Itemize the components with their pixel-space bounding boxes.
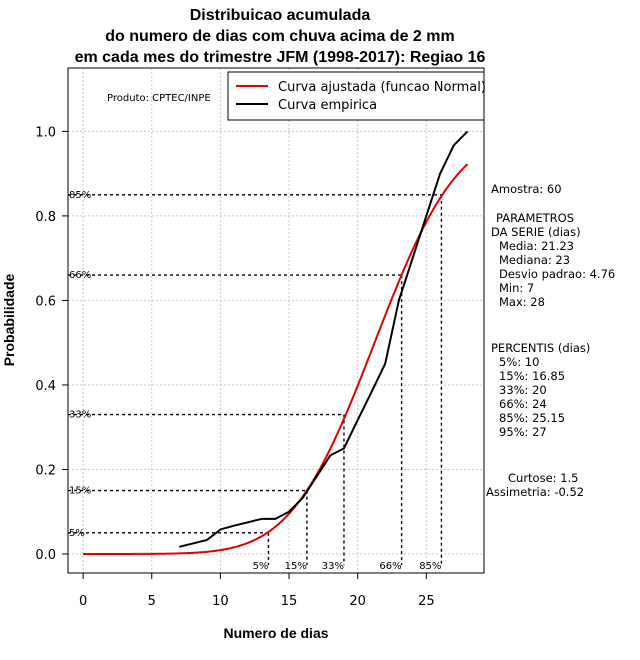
param-mean: Media: 21.23	[499, 239, 574, 253]
x-tick-label: 5	[148, 594, 156, 609]
percentile-markers: 5% 5% 15% 15% 33% 33% 66% 66% 85% 85%	[68, 190, 443, 572]
percentile-x-label: 5%	[253, 561, 269, 572]
param-median: Mediana: 23	[499, 253, 570, 267]
percentil-95: 95%: 27	[499, 425, 547, 439]
y-tick-label: 1.0	[35, 125, 56, 140]
params-heading-2: DA SERIE (dias)	[491, 225, 581, 239]
percentile-y-label: 85%	[69, 190, 91, 201]
y-axis-title: Probabilidade	[1, 274, 17, 367]
axes: 0 5 10 15 20 25 0.0 0.2 0.4 0.6 0.8 1.0	[35, 125, 434, 609]
percentile-x-label: 15%	[285, 561, 307, 572]
x-axis-title: Numero de dias	[223, 625, 328, 641]
percentile-y-label: 15%	[69, 486, 91, 497]
percentile-y-label: 33%	[69, 410, 91, 421]
legend-label-fitted: Curva ajustada (funcao Normal)	[278, 80, 486, 95]
percentile-y-label: 66%	[69, 270, 91, 281]
chart-title-line-2: do numero de dias com chuva acima de 2 m…	[105, 28, 454, 45]
legend-box	[227, 71, 485, 121]
producer-label: Produto: CPTEC/INPE	[107, 93, 211, 104]
skewness: Assimetria: -0.52	[486, 485, 584, 499]
percentil-85: 85%: 25.15	[499, 411, 565, 425]
percentil-33: 33%: 20	[499, 383, 547, 397]
x-tick-label: 20	[349, 594, 366, 609]
y-tick-label: 0.4	[35, 379, 56, 394]
percentis-heading: PERCENTIS (dias)	[491, 341, 590, 355]
y-tick-label: 0.0	[35, 548, 56, 563]
percentile-x-label: 33%	[322, 561, 344, 572]
param-max: Max: 28	[499, 295, 545, 309]
param-min: Min: 7	[499, 281, 534, 295]
x-tick-label: 25	[418, 594, 435, 609]
chart-title-line-3: em cada mes do trimestre JFM (1998-2017)…	[75, 49, 486, 66]
percentil-15: 15%: 16.85	[499, 369, 565, 383]
percentil-66: 66%: 24	[499, 397, 547, 411]
percentile-y-label: 5%	[69, 528, 85, 539]
x-tick-label: 0	[79, 594, 87, 609]
y-tick-label: 0.6	[35, 294, 56, 309]
plot-frame	[67, 67, 485, 574]
percentil-5: 5%: 10	[499, 355, 539, 369]
kurtosis: Curtose: 1.5	[508, 471, 578, 485]
side-statistics: Amostra: 60 PARAMETROS DA SERIE (dias) M…	[486, 182, 615, 499]
percentile-x-label: 85%	[419, 561, 441, 572]
y-tick-label: 0.8	[35, 210, 56, 225]
y-tick-label: 0.2	[35, 463, 56, 478]
chart-title-line-1: Distribuicao acumulada	[190, 7, 371, 24]
percentile-x-label: 66%	[379, 561, 401, 572]
series-group	[83, 130, 469, 555]
sample-size: Amostra: 60	[491, 182, 562, 196]
legend: Curva ajustada (funcao Normal) Curva emp…	[227, 71, 486, 121]
legend-label-empirical: Curva empirica	[278, 98, 377, 113]
x-tick-label: 10	[212, 594, 229, 609]
grid	[68, 68, 484, 573]
fitted-normal-curve	[83, 163, 469, 555]
empirical-curve	[178, 130, 469, 548]
params-heading-1: PARAMETROS	[496, 211, 574, 225]
x-tick-label: 15	[281, 594, 298, 609]
param-sd: Desvio padrao: 4.76	[499, 267, 615, 281]
